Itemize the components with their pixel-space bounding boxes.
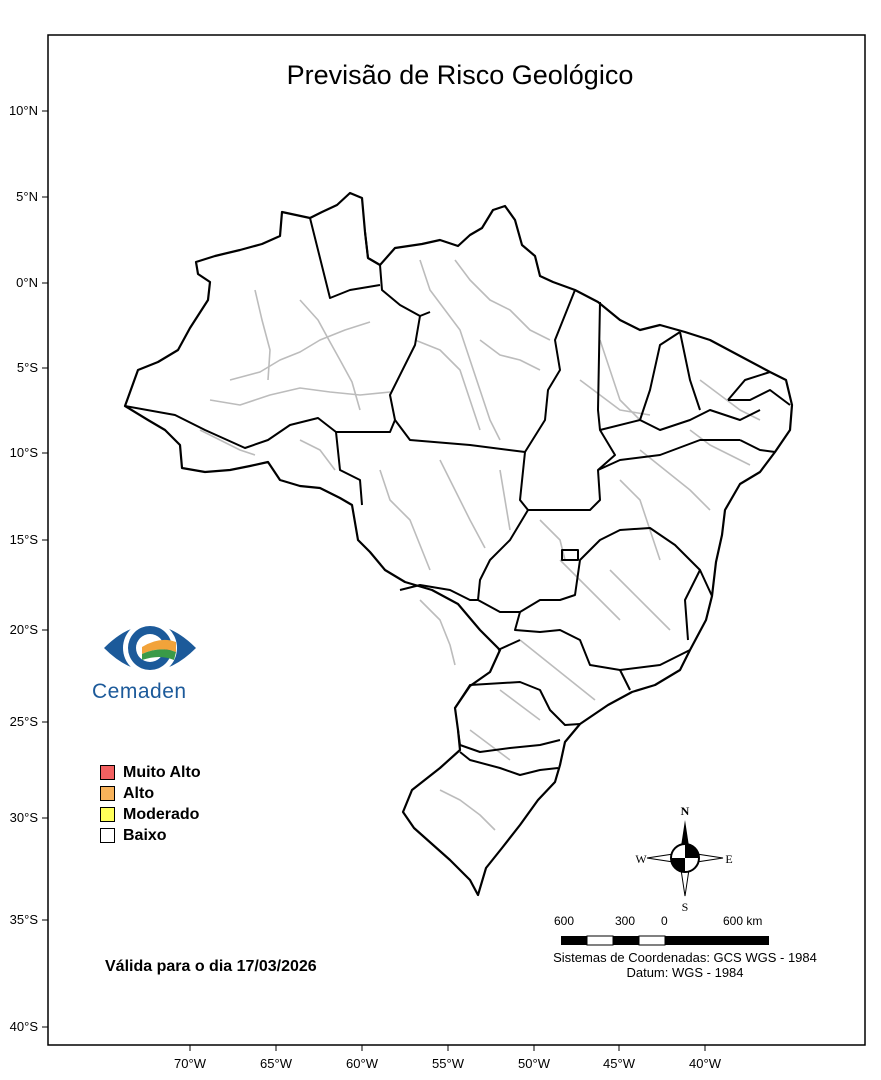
- legend-label: Moderado: [123, 805, 200, 823]
- legend-item-baixo: Baixo: [100, 825, 201, 846]
- legend: Muito Alto Alto Moderado Baixo: [100, 762, 201, 846]
- coordinate-system-line1: Sistemas de Coordenadas: GCS WGS - 1984: [553, 950, 817, 965]
- scale-label-600-km: 600 km: [723, 914, 763, 928]
- longitude-ticks: [189, 1045, 706, 1051]
- scale-bar: [561, 935, 769, 946]
- compass-e: E: [725, 852, 732, 866]
- lat-label-0n: 0°N: [16, 275, 38, 290]
- legend-label: Alto: [123, 784, 155, 802]
- legend-item-moderado: Moderado: [100, 804, 201, 825]
- legend-swatch-muito-alto: [100, 765, 115, 780]
- coordinate-system-line2: Datum: WGS - 1984: [626, 965, 744, 980]
- cemaden-logo-text: Cemaden: [92, 680, 187, 703]
- lat-label-25s: 25°S: [10, 714, 39, 729]
- compass-n: N: [681, 804, 690, 818]
- legend-swatch-baixo: [100, 828, 115, 843]
- lat-label-30s: 30°S: [10, 810, 39, 825]
- lon-label-70w: 70°W: [174, 1056, 207, 1071]
- compass-w: W: [635, 852, 647, 866]
- lon-label-40w: 40°W: [689, 1056, 722, 1071]
- state-borders: [124, 217, 791, 776]
- lat-label-10s: 10°S: [10, 445, 39, 460]
- legend-label: Baixo: [123, 826, 167, 844]
- latitude-labels: 10°N 5°N 0°N 5°S 10°S 15°S 20°S 25°S 30°…: [9, 103, 38, 1034]
- map-title: Previsão de Risco Geológico: [286, 60, 634, 90]
- lon-label-55w: 55°W: [432, 1056, 465, 1071]
- scale-label-600: 600: [554, 914, 575, 928]
- coordinate-system: Sistemas de Coordenadas: GCS WGS - 1984 …: [500, 950, 870, 980]
- scale-label-0: 0: [661, 914, 668, 928]
- lat-label-5n: 5°N: [16, 189, 38, 204]
- cemaden-logo-icon: [104, 621, 196, 675]
- legend-item-muito-alto: Muito Alto: [100, 762, 201, 783]
- latitude-ticks: [42, 110, 48, 1028]
- lat-label-40s: 40°S: [10, 1019, 39, 1034]
- scale-labels: 600 300 0 600 km: [540, 914, 800, 930]
- lat-label-10n: 10°N: [9, 103, 38, 118]
- legend-swatch-moderado: [100, 807, 115, 822]
- lon-label-45w: 45°W: [603, 1056, 636, 1071]
- legend-label: Muito Alto: [123, 763, 201, 781]
- lon-label-60w: 60°W: [346, 1056, 379, 1071]
- legend-swatch-alto: [100, 786, 115, 801]
- scale-label-300: 300: [615, 914, 636, 928]
- lat-label-20s: 20°S: [10, 622, 39, 637]
- north-arrow: N S W E: [635, 804, 732, 914]
- longitude-labels: 70°W 65°W 60°W 55°W 50°W 45°W 40°W: [174, 1056, 722, 1071]
- brazil-outline: [123, 191, 794, 897]
- lon-label-65w: 65°W: [260, 1056, 293, 1071]
- municipal-borders: [199, 259, 761, 831]
- legend-item-alto: Alto: [100, 783, 201, 804]
- lat-label-5s: 5°S: [17, 360, 38, 375]
- compass-s: S: [682, 900, 689, 914]
- valid-date: Válida para o dia 17/03/2026: [105, 958, 317, 975]
- lat-label-15s: 15°S: [10, 532, 39, 547]
- lat-label-35s: 35°S: [10, 912, 39, 927]
- lon-label-50w: 50°W: [518, 1056, 551, 1071]
